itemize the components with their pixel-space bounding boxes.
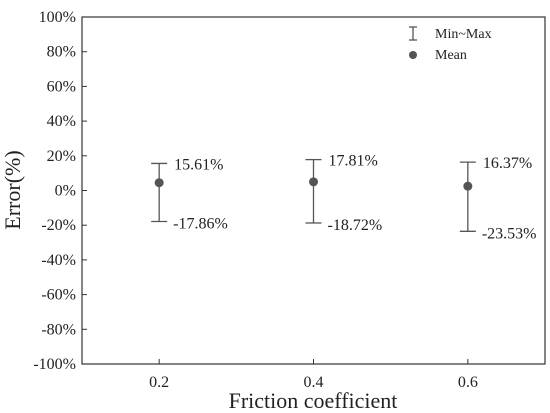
y-axis-ticks: -100% -80% -60% -40% -20% 0% 20% 40% 60% 80% 100% bbox=[33, 9, 87, 373]
y-tick-label: -100% bbox=[33, 356, 76, 373]
legend-label-mean: Mean bbox=[435, 48, 467, 63]
min-value-label: -18.72% bbox=[328, 217, 383, 234]
y-axis-title: Error(%) bbox=[0, 150, 25, 229]
y-tick-label: -40% bbox=[41, 252, 76, 269]
legend-mean-dot-icon bbox=[409, 51, 417, 59]
max-value-label: 16.37% bbox=[483, 155, 532, 172]
legend-label-minmax: Min~Max bbox=[435, 27, 492, 42]
max-value-label: 15.61% bbox=[174, 156, 223, 173]
y-tick-label: -80% bbox=[41, 321, 76, 338]
x-tick-label: 0.6 bbox=[458, 374, 478, 391]
y-tick-label: 0% bbox=[55, 183, 76, 200]
x-axis-title: Friction coefficient bbox=[229, 388, 398, 413]
y-tick-label: -60% bbox=[41, 287, 76, 304]
y-tick-label: 40% bbox=[47, 113, 76, 130]
y-tick-label: 60% bbox=[47, 78, 76, 95]
x-tick-label: 0.2 bbox=[149, 374, 169, 391]
min-value-label: -23.53% bbox=[482, 225, 537, 242]
y-tick-label: 80% bbox=[47, 44, 76, 61]
y-tick-label: 20% bbox=[47, 148, 76, 165]
y-tick-label: 100% bbox=[39, 9, 76, 26]
max-value-label: 17.81% bbox=[329, 153, 378, 170]
mean-point bbox=[309, 177, 318, 187]
x-tick-label: 0.4 bbox=[304, 374, 324, 391]
y-tick-label: -20% bbox=[41, 217, 76, 234]
mean-point bbox=[463, 181, 473, 191]
series-group: 15.61% -17.86% 17.81% -18.72% 16.37% -23.53% bbox=[151, 153, 537, 242]
x-axis-ticks: 0.2 0.4 0.6 bbox=[149, 359, 478, 391]
mean-point bbox=[154, 178, 164, 188]
legend: Min~Max Mean bbox=[409, 26, 492, 63]
legend-errorbar-icon bbox=[409, 26, 417, 41]
min-value-label: -17.86% bbox=[173, 215, 228, 232]
